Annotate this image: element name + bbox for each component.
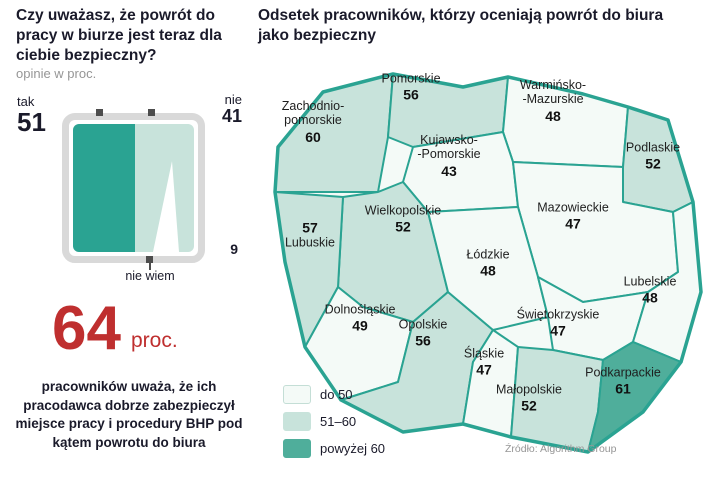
poland-map: Zachodnio- pomorskie 60 Pomorskie 56 War… <box>253 52 713 482</box>
segment-tak <box>73 124 135 252</box>
legend-item-low: do 50 <box>283 385 385 404</box>
poland-outline <box>273 72 703 454</box>
label-swietokrzyskie: Świętokrzyskie 47 <box>516 307 600 339</box>
answer-no-label: nie <box>224 92 242 107</box>
label-dolnoslaskie: Dolnośląskie 49 <box>324 302 396 334</box>
label-lodzkie: Łódzkie 48 <box>466 247 510 279</box>
source-credit: Źródło: Algorithm Group <box>505 443 617 455</box>
stat-number: 64 <box>52 294 121 363</box>
answer-no-value: 41 <box>221 106 242 126</box>
label-lubuskie: 57 Lubuskie <box>284 219 336 250</box>
poland-map-canvas <box>273 72 703 454</box>
label-opolskie: Opolskie 56 <box>398 317 448 349</box>
square-area-chart-canvas <box>73 124 194 252</box>
label-lubelskie: Lubelskie 48 <box>623 274 677 306</box>
label-mazowieckie: Mazowieckie 47 <box>537 200 609 232</box>
question-title: Czy uważasz, że powrót do pracy w biurze… <box>16 7 222 64</box>
answer-yes-group: tak 51 <box>17 94 46 136</box>
legend-swatch-mid <box>283 412 311 431</box>
label-podkarpackie: Podkarpackie 61 <box>585 365 661 397</box>
label-podlaskie: Podlaskie 52 <box>625 140 681 172</box>
answer-yes-value: 51 <box>17 107 46 137</box>
legend-swatch-high <box>283 439 311 458</box>
label-kujawsko-pomorskie: Kujawsko- -Pomorskie 43 <box>417 133 481 179</box>
map-legend: do 50 51–60 powyżej 60 <box>283 385 385 458</box>
label-warminsko-mazurskie: Warmińsko- -Mazurskie 48 <box>519 78 587 124</box>
stat-64-proc: 64 proc. <box>52 294 178 363</box>
label-slaskie: Śląskie 47 <box>463 346 505 378</box>
label-wielkopolskie: Wielkopolskie 52 <box>364 203 442 235</box>
stat-description: pracowników uważa, że ich pracodawca dob… <box>15 379 243 450</box>
answer-dontknow-label: nie wiem <box>125 269 175 283</box>
marker-nie-wiem-stem <box>149 262 151 270</box>
square-area-chart <box>62 113 205 263</box>
stat-unit: proc. <box>130 328 178 352</box>
label-malopolskie: Małopolskie 52 <box>495 382 563 414</box>
segment-nie-wiem-wedge <box>153 161 179 252</box>
marker-nie <box>148 109 155 116</box>
marker-nie-wiem <box>146 256 153 263</box>
label-zachodniopomorskie: Zachodnio- pomorskie 60 <box>281 99 345 145</box>
label-pomorskie: Pomorskie 56 <box>381 71 441 103</box>
answer-dontknow-value: 9 <box>230 241 238 257</box>
answer-no-group: nie 41 <box>196 92 242 127</box>
legend-item-high: powyżej 60 <box>283 439 385 458</box>
legend-item-mid: 51–60 <box>283 412 385 431</box>
question-subtitle: opinie w proc. <box>16 66 97 81</box>
marker-tak <box>96 109 103 116</box>
answer-yes-label: tak <box>17 94 35 109</box>
map-title: Odsetek pracowników, którzy oceniają pow… <box>258 7 664 44</box>
legend-swatch-low <box>283 385 311 404</box>
